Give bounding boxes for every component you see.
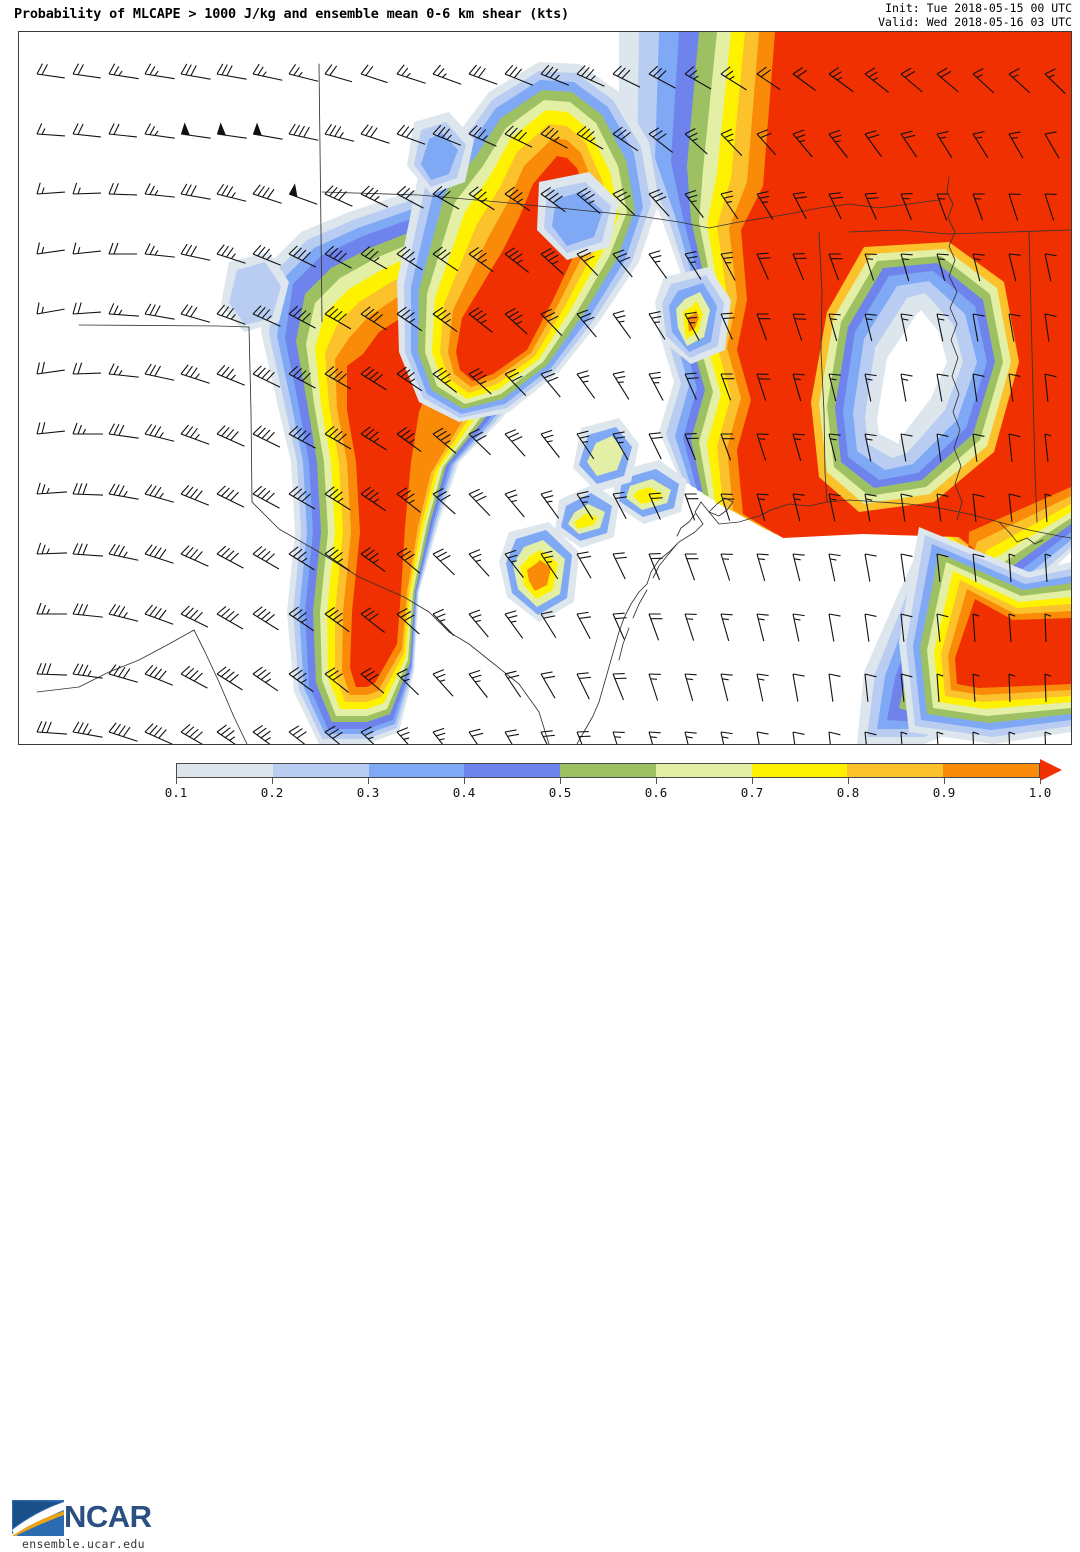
colorbar-tick-label: 0.6 xyxy=(644,785,668,800)
colorbar-band-8 xyxy=(943,764,1040,777)
colorbar-tick-label: 0.4 xyxy=(452,785,476,800)
colorbar-tick xyxy=(272,778,273,784)
colorbar-band-0 xyxy=(177,764,273,777)
colorbar-band-3 xyxy=(464,764,561,777)
colorbar-gradient xyxy=(176,763,1040,778)
colorbar-tick xyxy=(944,778,945,784)
colorbar-tick xyxy=(848,778,849,784)
forecast-timestamps: Init: Tue 2018-05-15 00 UTC Valid: Wed 2… xyxy=(878,1,1072,29)
colorbar-tick-label: 0.3 xyxy=(356,785,380,800)
colorbar-tick xyxy=(176,778,177,784)
page-title: Probability of MLCAPE > 1000 J/kg and en… xyxy=(14,6,569,22)
colorbar-band-6 xyxy=(751,764,848,777)
ncar-logo-mark-icon xyxy=(12,1500,64,1536)
geography-layer xyxy=(36,63,1071,744)
colorbar-tick-label: 1.0 xyxy=(1028,785,1052,800)
colorbar-band-5 xyxy=(655,764,752,777)
colorbar-panel: 0.1 0.2 0.3 0.4 0.5 0.6 0.7 0.8 0.9 1.0 NCAR ense… xyxy=(0,745,1080,1551)
colorbar-tick-label: 0.5 xyxy=(548,785,572,800)
valid-time: Valid: Wed 2018-05-16 03 UTC xyxy=(878,14,1072,29)
colorbar-tick xyxy=(464,778,465,784)
colorbar-tick xyxy=(656,778,657,784)
colorbar-band-1 xyxy=(272,764,369,777)
header-bar: Probability of MLCAPE > 1000 J/kg and en… xyxy=(0,0,1080,31)
colorbar-tick-label: 0.8 xyxy=(836,785,860,800)
ncar-url: ensemble.ucar.edu xyxy=(22,1537,145,1551)
colorbar-tick xyxy=(752,778,753,784)
colorbar-ticks xyxy=(0,778,1080,786)
colorbar-tick-labels: 0.1 0.2 0.3 0.4 0.5 0.6 0.7 0.8 0.9 1.0 xyxy=(0,785,1080,803)
colorbar-tick-label: 0.7 xyxy=(740,785,764,800)
ncar-wordmark: NCAR xyxy=(64,1499,152,1534)
probability-contour-map xyxy=(19,32,1071,744)
colorbar-band-2 xyxy=(368,764,465,777)
colorbar-tick-label: 0.2 xyxy=(260,785,284,800)
colorbar-tick-label: 0.1 xyxy=(164,785,188,800)
colorbar-band-7 xyxy=(847,764,944,777)
colorbar-overflow-arrow-icon xyxy=(1040,759,1062,781)
colorbar-tick xyxy=(560,778,561,784)
init-time: Init: Tue 2018-05-15 00 UTC xyxy=(885,1,1072,15)
map-panel[interactable] xyxy=(18,31,1072,745)
colorbar-tick xyxy=(368,778,369,784)
contour-fill-layer xyxy=(221,32,1071,744)
colorbar-tick xyxy=(1040,778,1041,784)
colorbar-band-4 xyxy=(560,764,656,777)
colorbar-tick-label: 0.9 xyxy=(932,785,956,800)
ncar-logo[interactable]: NCAR ensemble.ucar.edu xyxy=(6,1499,171,1552)
